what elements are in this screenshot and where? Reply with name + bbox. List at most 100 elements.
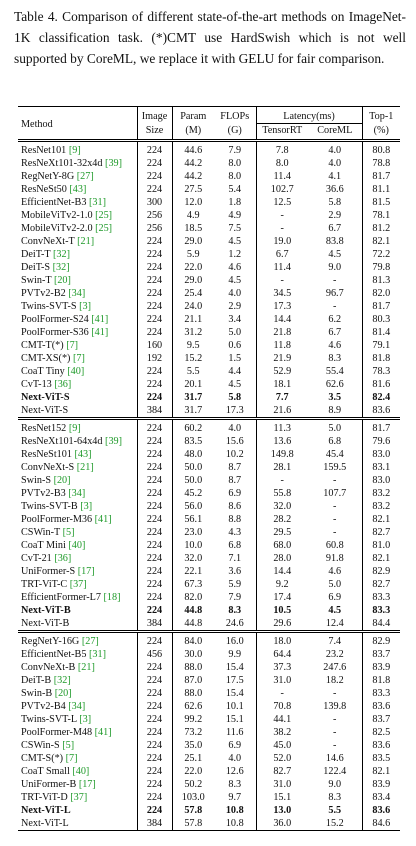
citation: [37]: [70, 792, 88, 803]
table-row: PVTv2-B4 [34] 224 62.6 10.1 70.8 139.8 83.6: [18, 700, 400, 713]
value-cell: 55.4: [308, 365, 363, 378]
value-cell: 27.5: [184, 184, 203, 195]
value-cell: 9.0: [308, 778, 363, 791]
citation: [37]: [69, 579, 87, 590]
value-cell: 10.1: [214, 700, 257, 713]
value-cell: 224: [137, 539, 173, 552]
method-cell: Swin-S [20]: [18, 474, 138, 487]
method-cell: MobileViTv2-2.0 [25]: [18, 222, 138, 235]
method-cell: ResNet101 [9]: [18, 139, 138, 157]
value-cell: 5.8: [308, 196, 363, 209]
value-cell: 50.0: [184, 475, 203, 486]
citation: [9]: [68, 423, 81, 434]
value-cell: 34.5: [273, 288, 292, 299]
citation: [40]: [72, 766, 90, 777]
method-cell: PVTv2-B2 [34]: [18, 287, 138, 300]
value-cell: 36.6: [308, 183, 363, 196]
value-cell: 4.1: [308, 170, 363, 183]
value-cell: 1.8: [214, 196, 257, 209]
citation: [9]: [68, 145, 81, 156]
citation: [25]: [95, 223, 113, 234]
value-cell: 31.0: [273, 779, 292, 790]
table-row: ResNet101 [9] 224 44.6 7.9 7.8 4.0 80.8: [18, 139, 401, 157]
value-cell: 224: [137, 778, 173, 791]
value-cell: 5.0: [308, 417, 363, 435]
table-row: RegNetY-8G [27] 224 44.2 8.0 11.4 4.1 81.7: [18, 170, 400, 183]
method-cell: PoolFormer-M36 [41]: [18, 513, 138, 526]
value-cell: 88.0: [184, 662, 203, 673]
value-cell: 456: [137, 648, 173, 661]
value-cell: 23.0: [184, 527, 203, 538]
table-row: RegNetY-16G [27] 224 84.0 16.0 18.0 7.4 82.9: [18, 630, 401, 648]
value-cell: 2.9: [214, 300, 257, 313]
table-row: Next-ViT-S 224 31.7 5.8 7.7 3.5 82.4: [18, 391, 400, 404]
value-cell: 22.0: [184, 766, 203, 777]
table-row: PoolFormer-M48 [41] 224 73.2 11.6 38.2-82.5: [18, 726, 400, 739]
table-row: PoolFormer-M36 [41] 224 56.1 8.8 28.2-82.1: [18, 513, 400, 526]
method-name: ResNet101: [21, 145, 67, 156]
table-row: CMT-S(*) [7] 224 25.1 4.0 52.0 14.6 83.5: [18, 752, 400, 765]
value-cell: 4.0: [308, 139, 363, 157]
value-cell: 81.7: [362, 417, 401, 435]
method-cell: Next-ViT-B: [18, 604, 138, 617]
value-cell: 11.4: [273, 171, 291, 182]
method-cell: Next-ViT-B: [18, 617, 138, 632]
value-cell: 224: [137, 752, 173, 765]
value-cell: 1.2: [214, 248, 257, 261]
results-table: Method Image Param FLOPs Latency(ms) Top…: [18, 106, 401, 831]
value-cell: 38.2: [273, 727, 292, 738]
value-cell: 5.8: [214, 391, 257, 404]
method-name: PVTv2-B3: [21, 488, 66, 499]
method-cell: Next-ViT-L: [18, 804, 138, 817]
value-cell: 4.6: [214, 261, 257, 274]
value-cell: 32.0: [184, 553, 203, 564]
value-cell: 8.7: [214, 461, 257, 474]
table-row: ResNeXt101-64x4d [39] 224 83.5 15.6 13.6 6.8 7…: [18, 435, 400, 448]
method-name: ConvNeXt-T: [21, 236, 75, 247]
value-cell: 7.7: [275, 392, 289, 403]
value-cell: 5.4: [214, 183, 257, 196]
method-cell: ResNeXt101-64x4d [39]: [18, 435, 138, 448]
value-cell: 44.6: [172, 139, 214, 157]
value-cell: 73.2: [184, 727, 203, 738]
value-cell: 224: [137, 157, 173, 170]
value-cell: 35.0: [184, 740, 203, 751]
value-cell: 224: [137, 687, 173, 700]
value-cell: 24.6: [214, 617, 257, 632]
value-cell: 4.0: [214, 287, 257, 300]
citation: [3]: [80, 501, 93, 512]
table-row: EfficientNet-B3 [31] 300 12.0 1.8 12.5 5.8 81.…: [18, 196, 400, 209]
citation: [32]: [52, 262, 70, 273]
citation: [41]: [91, 327, 109, 338]
value-cell: -: [308, 739, 363, 752]
method-name: CSWin-T: [21, 527, 61, 538]
method-name: Next-ViT-S: [21, 392, 70, 403]
value-cell: 4.5: [214, 235, 257, 248]
value-cell: 83.4: [372, 792, 391, 803]
method-name: TRT-ViT-D: [21, 792, 68, 803]
value-cell: 224: [137, 552, 173, 565]
value-cell: 83.2: [372, 501, 391, 512]
method-cell: ConvNeXt-B [21]: [18, 661, 138, 674]
value-cell: 10.0: [184, 540, 203, 551]
value-cell: -: [308, 726, 363, 739]
value-cell: -: [308, 274, 363, 287]
citation: [32]: [53, 675, 71, 686]
value-cell: 224: [137, 448, 173, 461]
value-cell: 91.8: [308, 552, 363, 565]
citation: [20]: [54, 688, 72, 699]
method-cell: Twins-SVT-L [3]: [18, 713, 138, 726]
value-cell: 83.3: [372, 592, 391, 603]
table-row: TRT-ViT-D [37] 224 103.0 9.7 15.1 8.3 83.4: [18, 791, 400, 804]
value-cell: 8.6: [214, 500, 257, 513]
value-cell: 10.8: [214, 804, 257, 817]
value-cell: 44.8: [184, 618, 203, 629]
value-cell: 5.0: [308, 578, 363, 591]
method-name: ResNeSt50: [21, 184, 67, 195]
value-cell: 80.3: [372, 314, 391, 325]
value-cell: 83.9: [372, 779, 391, 790]
method-name: PoolFormer-M36: [21, 514, 93, 525]
method-cell: Swin-T [20]: [18, 274, 138, 287]
value-cell: 17.3: [214, 404, 257, 419]
value-cell: 99.2: [184, 714, 203, 725]
